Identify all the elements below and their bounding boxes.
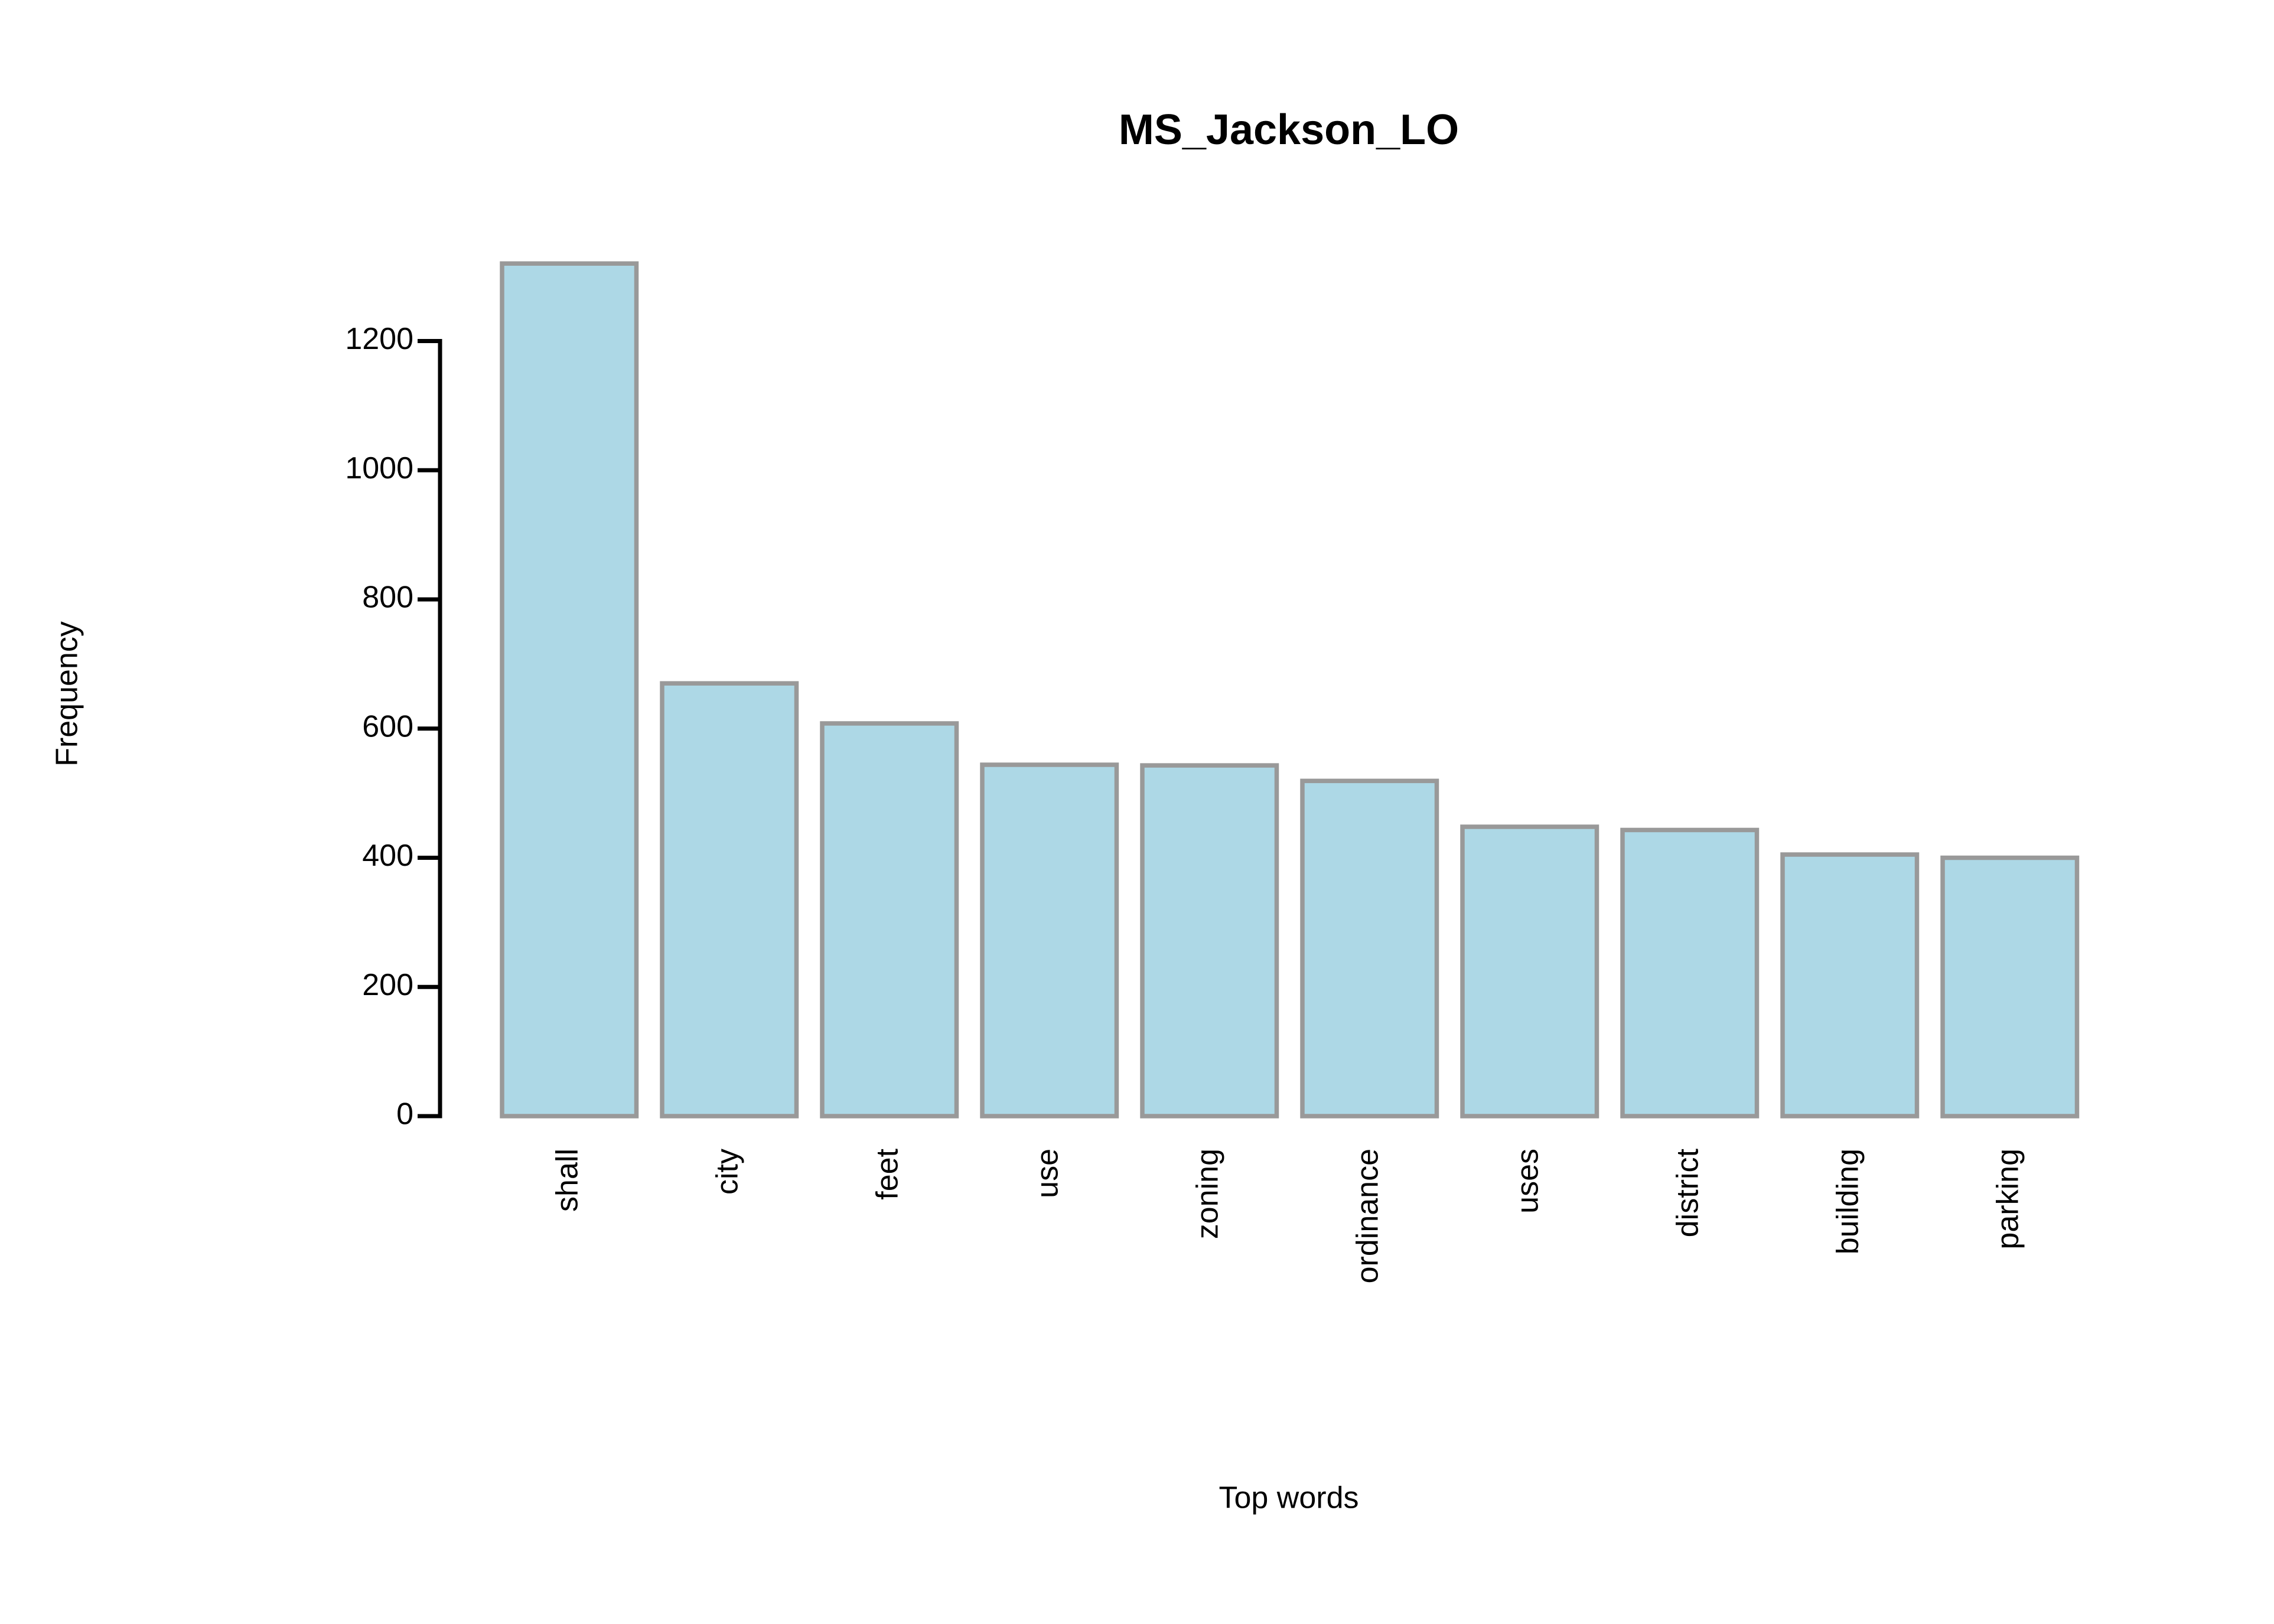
- x-tick-label: district: [1670, 1148, 1705, 1237]
- x-tick-label: use: [1030, 1149, 1064, 1198]
- y-tick-label: 1000: [345, 451, 413, 485]
- bar: [820, 721, 959, 1118]
- y-tick-label: 800: [362, 581, 413, 615]
- bar: [1300, 778, 1439, 1118]
- bar: [660, 681, 799, 1118]
- x-tick-label: building: [1830, 1149, 1865, 1254]
- x-axis-title: Top words: [1219, 1481, 1359, 1515]
- x-tick-label: feet: [870, 1148, 904, 1199]
- x-tick-label: parking: [1990, 1149, 2025, 1250]
- y-tick-label: 0: [396, 1097, 413, 1131]
- y-tick-label: 1200: [345, 322, 413, 356]
- bar: [1940, 855, 2080, 1118]
- bar: [1460, 824, 1599, 1118]
- x-tick-label: shall: [550, 1149, 584, 1212]
- x-tick-label: city: [710, 1149, 744, 1195]
- bar: [500, 261, 639, 1118]
- bar: [1140, 763, 1279, 1118]
- y-tick-label: 400: [362, 839, 413, 873]
- bar: [1620, 827, 1760, 1118]
- y-tick-label: 600: [362, 709, 413, 743]
- chart-title: MS_Jackson_LO: [1119, 106, 1459, 154]
- x-tick-label: ordinance: [1350, 1149, 1384, 1283]
- x-tick-label: uses: [1510, 1149, 1545, 1214]
- bar: [980, 762, 1119, 1118]
- y-axis-title: Frequency: [50, 621, 84, 767]
- bar: [1780, 852, 1920, 1118]
- x-tick-label: zoning: [1190, 1149, 1224, 1239]
- y-tick-label: 200: [362, 968, 413, 1002]
